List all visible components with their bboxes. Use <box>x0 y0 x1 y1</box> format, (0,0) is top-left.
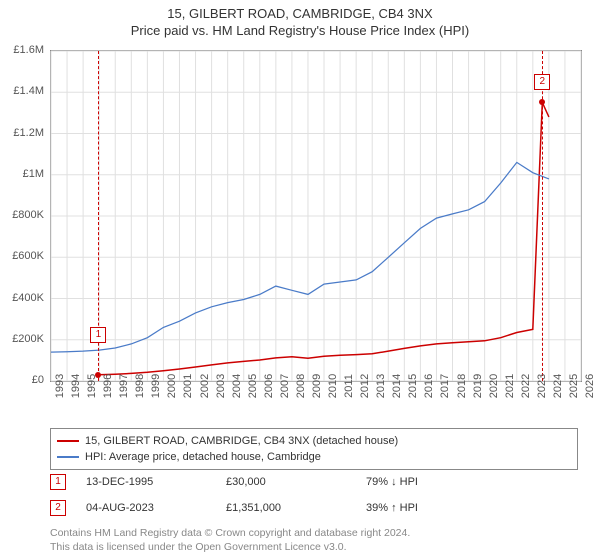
sale-marker-box: 2 <box>50 500 66 516</box>
x-tick-label: 1998 <box>134 374 146 398</box>
x-tick-label: 2000 <box>166 374 178 398</box>
legend-label: 15, GILBERT ROAD, CAMBRIDGE, CB4 3NX (de… <box>85 435 398 447</box>
credit-line-1: Contains HM Land Registry data © Crown c… <box>50 526 580 540</box>
credit-line-2: This data is licensed under the Open Gov… <box>50 540 580 554</box>
sale-point <box>539 99 545 105</box>
x-tick-label: 2018 <box>456 374 468 398</box>
sale-cell: 04-AUG-2023 <box>86 502 226 514</box>
title-sub: Price paid vs. HM Land Registry's House … <box>0 23 600 38</box>
plot-svg <box>51 51 581 381</box>
x-tick-label: 2009 <box>311 374 323 398</box>
sale-marker-label: 2 <box>534 74 550 90</box>
sale-row: 2 04-AUG-2023£1,351,00039% ↑ HPI <box>50 498 580 518</box>
legend-swatch <box>57 456 79 458</box>
y-axis: £0£200K£400K£600K£800K£1M£1.2M£1.4M£1.6M <box>0 50 48 380</box>
x-tick-label: 1994 <box>70 374 82 398</box>
chart-container: 15, GILBERT ROAD, CAMBRIDGE, CB4 3NX Pri… <box>0 0 600 560</box>
x-tick-label: 2016 <box>423 374 435 398</box>
x-tick-label: 2014 <box>391 374 403 398</box>
legend-swatch <box>57 440 79 442</box>
y-tick-label: £600K <box>12 250 44 262</box>
y-tick-label: £400K <box>12 292 44 304</box>
x-tick-label: 1997 <box>118 374 130 398</box>
x-tick-label: 2026 <box>584 374 596 398</box>
gridlines <box>51 51 581 381</box>
y-tick-label: £1.2M <box>13 127 44 139</box>
x-tick-label: 1999 <box>150 374 162 398</box>
x-tick-label: 2006 <box>263 374 275 398</box>
x-tick-label: 1996 <box>102 374 114 398</box>
sale-marker-box: 1 <box>50 474 66 490</box>
x-tick-label: 1993 <box>54 374 66 398</box>
x-tick-label: 2024 <box>552 374 564 398</box>
x-tick-label: 2003 <box>215 374 227 398</box>
sale-cell: 79% ↓ HPI <box>366 476 486 488</box>
credit-text: Contains HM Land Registry data © Crown c… <box>50 526 580 554</box>
x-tick-label: 2012 <box>359 374 371 398</box>
y-tick-label: £1M <box>23 168 44 180</box>
x-tick-label: 2015 <box>407 374 419 398</box>
x-tick-label: 2020 <box>488 374 500 398</box>
sale-row: 1 13-DEC-1995£30,00079% ↓ HPI <box>50 472 580 492</box>
x-tick-label: 2013 <box>375 374 387 398</box>
x-tick-label: 2008 <box>295 374 307 398</box>
legend-label: HPI: Average price, detached house, Camb… <box>85 451 321 463</box>
x-tick-label: 2007 <box>279 374 291 398</box>
sale-cell: 13-DEC-1995 <box>86 476 226 488</box>
plot-area: 12 <box>50 50 582 382</box>
legend-row: 15, GILBERT ROAD, CAMBRIDGE, CB4 3NX (de… <box>57 433 571 449</box>
x-tick-label: 2025 <box>568 374 580 398</box>
x-tick-label: 2017 <box>439 374 451 398</box>
x-tick-label: 2022 <box>520 374 532 398</box>
x-tick-label: 2021 <box>504 374 516 398</box>
y-tick-label: £1.4M <box>13 85 44 97</box>
x-tick-label: 2011 <box>343 374 355 398</box>
title-block: 15, GILBERT ROAD, CAMBRIDGE, CB4 3NX Pri… <box>0 0 600 38</box>
x-tick-label: 2002 <box>199 374 211 398</box>
x-tick-label: 2005 <box>247 374 259 398</box>
x-tick-label: 2010 <box>327 374 339 398</box>
legend-row: HPI: Average price, detached house, Camb… <box>57 449 571 465</box>
legend: 15, GILBERT ROAD, CAMBRIDGE, CB4 3NX (de… <box>50 428 578 470</box>
sale-cell: £30,000 <box>226 476 366 488</box>
series-lines <box>51 102 549 374</box>
sale-cell: £1,351,000 <box>226 502 366 514</box>
sale-marker-label: 1 <box>90 327 106 343</box>
x-tick-label: 2001 <box>182 374 194 398</box>
y-tick-label: £1.6M <box>13 44 44 56</box>
y-tick-label: £800K <box>12 209 44 221</box>
y-tick-label: £200K <box>12 333 44 345</box>
sales-table: 1 13-DEC-1995£30,00079% ↓ HPI 2 04-AUG-2023… <box>50 472 580 524</box>
x-axis: 1993199419951996199719981999200020012002… <box>50 382 580 422</box>
title-main: 15, GILBERT ROAD, CAMBRIDGE, CB4 3NX <box>0 6 600 21</box>
x-tick-label: 1995 <box>86 374 98 398</box>
y-tick-label: £0 <box>32 374 44 386</box>
x-tick-label: 2023 <box>536 374 548 398</box>
x-tick-label: 2004 <box>231 374 243 398</box>
sale-cell: 39% ↑ HPI <box>366 502 486 514</box>
x-tick-label: 2019 <box>472 374 484 398</box>
